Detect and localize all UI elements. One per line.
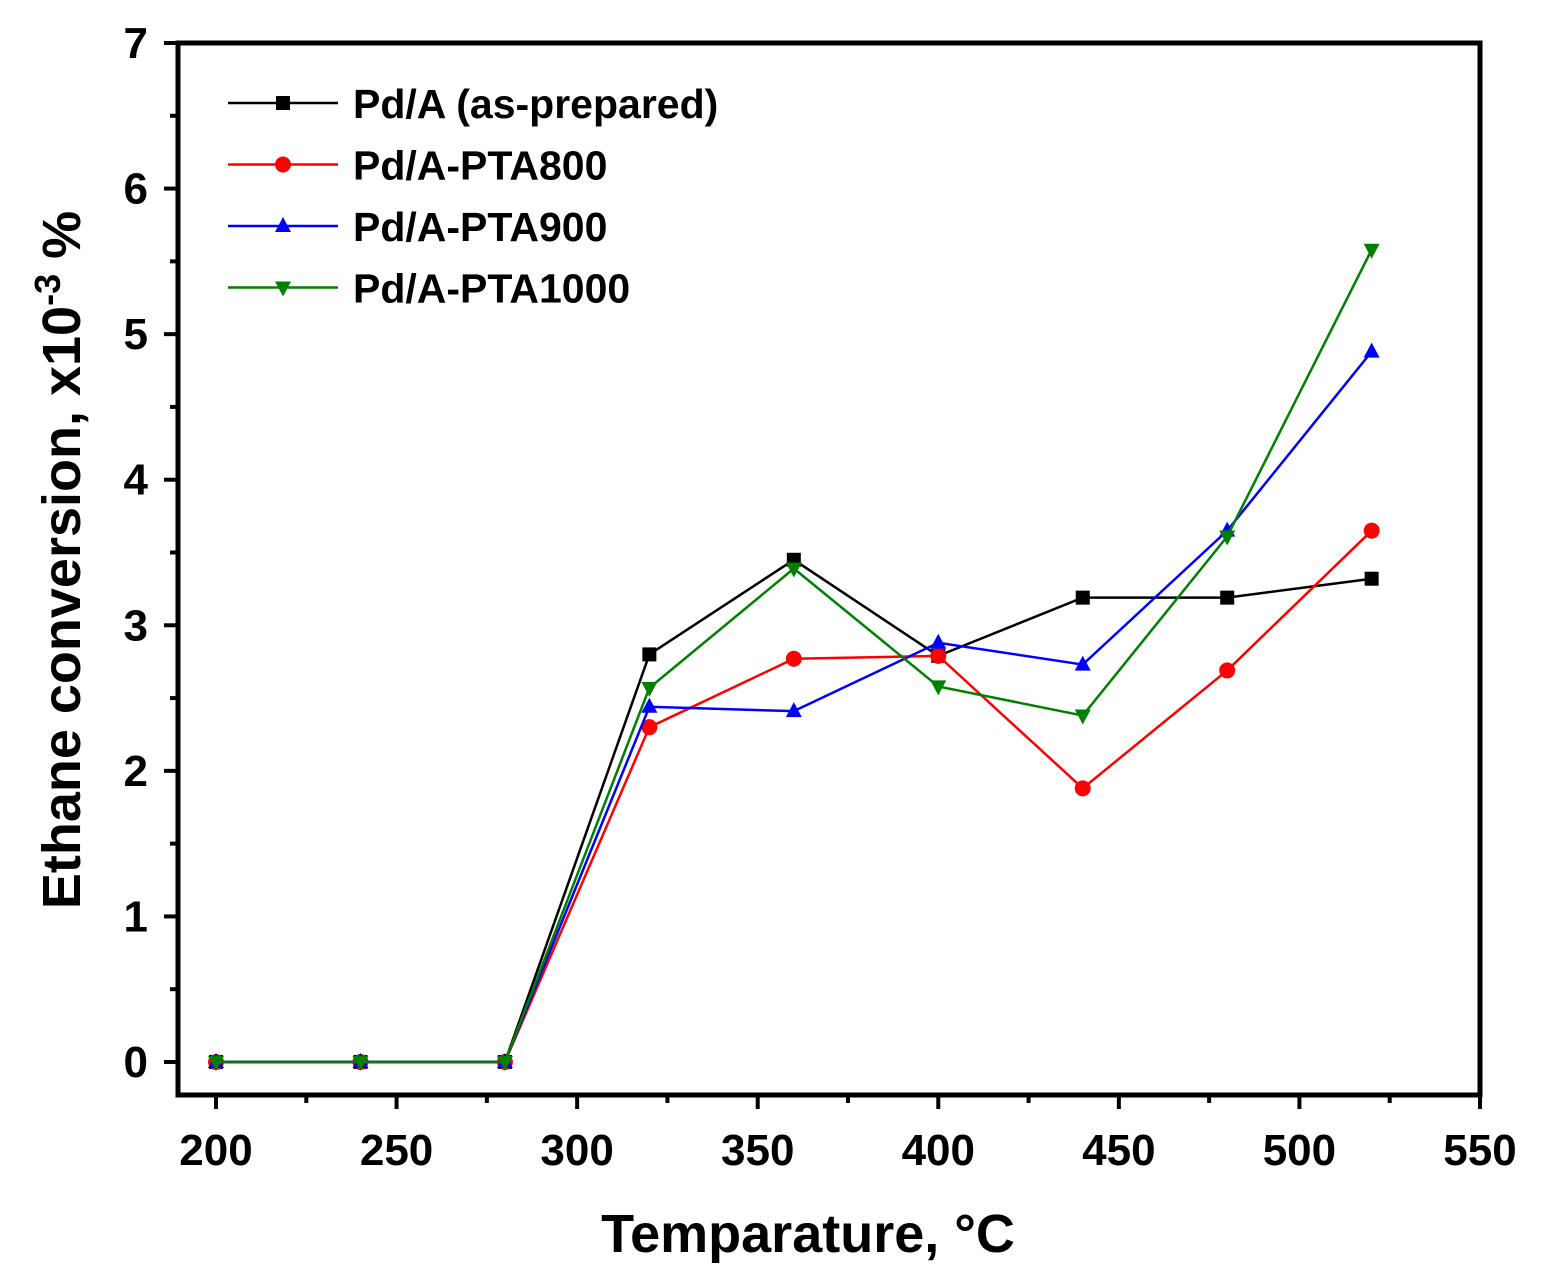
data-point-square — [1075, 590, 1090, 605]
data-point-square — [1220, 590, 1235, 605]
data-point-triangle-up — [785, 702, 802, 718]
axes: 200 250 300 350 400 450 500 550 0 1 2 3 4 5 6 7 — [124, 19, 1517, 1175]
y-tick-label: 3 — [124, 601, 148, 650]
data-point-circle — [1074, 780, 1091, 797]
data-point-square — [642, 647, 657, 662]
data-point-triangle-down — [496, 1056, 513, 1071]
data-point-triangle-down — [208, 1056, 224, 1071]
legend-item: Pd/A-PTA900 — [228, 204, 607, 250]
legend-item: Pd/A-PTA800 — [228, 143, 607, 189]
y-tick-label: 6 — [124, 165, 148, 214]
y-tick-label: 7 — [124, 19, 148, 68]
legend-item: Pd/A-PTA1000 — [228, 266, 630, 312]
data-point-triangle-down — [1074, 709, 1091, 725]
data-point-circle — [785, 650, 802, 667]
data-point-triangle-down — [930, 680, 947, 696]
y-axis-title-sup: -3 — [27, 274, 68, 306]
data-point-triangle-down — [275, 281, 291, 297]
x-tick-label: 300 — [540, 1126, 613, 1175]
y-tick-label: 5 — [124, 310, 148, 359]
series-line — [216, 558, 1372, 1064]
y-axis-title-main: Ethane conversion, x10 — [32, 306, 92, 909]
x-tick-label: 250 — [360, 1126, 433, 1175]
data-point-circle — [1363, 522, 1380, 539]
x-tick-label: 450 — [1082, 1126, 1155, 1175]
data-point-square — [276, 96, 290, 110]
data-point-triangle-down — [641, 681, 658, 697]
data-point-circle — [1219, 662, 1236, 679]
legend: Pd/A (as-prepared) Pd/A-PTA800 Pd/A-PTA900… — [228, 81, 718, 312]
data-point-triangle-down — [1219, 530, 1236, 546]
series-0 — [209, 552, 1379, 1069]
series-group — [208, 243, 1380, 1071]
x-tick-label: 550 — [1443, 1126, 1516, 1175]
data-point-square — [1364, 571, 1379, 586]
data-point-triangle-up — [275, 217, 291, 232]
y-tick-label: 1 — [124, 892, 148, 941]
data-point-triangle-up — [1074, 655, 1091, 671]
y-tick-label: 4 — [124, 456, 149, 505]
x-tick-label: 350 — [721, 1126, 794, 1175]
series-line — [216, 529, 1373, 1064]
data-point-circle — [930, 647, 947, 664]
data-point-triangle-down — [1363, 243, 1380, 259]
series-2 — [208, 342, 1380, 1068]
series-1 — [208, 522, 1380, 1070]
series-3 — [208, 243, 1380, 1071]
x-tick-label: 400 — [902, 1126, 975, 1175]
data-point-triangle-up — [1363, 342, 1380, 358]
data-point-circle — [641, 719, 658, 736]
legend-label: Pd/A-PTA900 — [353, 204, 607, 250]
y-axis-title-unit: % — [32, 211, 92, 274]
legend-label: Pd/A-PTA800 — [353, 143, 607, 189]
data-point-circle — [275, 156, 291, 173]
y-tick-label: 0 — [124, 1038, 148, 1087]
x-tick-label: 500 — [1263, 1126, 1336, 1175]
data-point-triangle-down — [352, 1056, 369, 1071]
y-axis-title: Ethane conversion, x10-3 % — [27, 211, 92, 909]
data-point-triangle-up — [930, 633, 947, 649]
data-point-triangle-up — [641, 697, 658, 713]
legend-label: Pd/A (as-prepared) — [353, 81, 718, 127]
legend-label: Pd/A-PTA1000 — [353, 266, 630, 312]
plot-frame — [175, 40, 1483, 1098]
legend-item: Pd/A (as-prepared) — [228, 81, 718, 127]
x-axis-title: Temparature, °C — [601, 1204, 1015, 1264]
y-tick-label: 2 — [124, 747, 148, 796]
data-point-triangle-down — [785, 562, 802, 578]
x-tick-label: 200 — [179, 1126, 252, 1175]
